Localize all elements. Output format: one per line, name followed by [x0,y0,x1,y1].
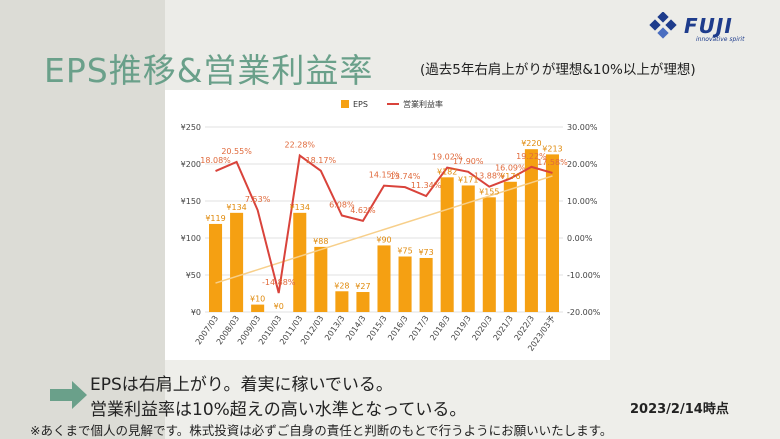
margin-data-label: 20.55% [221,147,252,156]
logo-diamond-icon [649,11,677,39]
eps-bar [293,212,307,312]
eps-bar [335,291,349,312]
x-tick-label: 2017/3 [407,314,431,342]
margin-data-label: 7.53% [245,195,271,204]
y-right-tick-label: -20.00% [567,308,601,317]
y-left-tick-label: ¥0 [191,308,201,317]
eps-bar [482,197,496,312]
arrow-right-icon [50,381,87,409]
margin-data-label: 17.90% [453,157,484,166]
note-margin: 営業利益率は10%超えの高い水準となっている。 [90,400,467,420]
x-tick-label: 2014/3 [344,314,368,342]
disclaimer: ※あくまで個人の見解です。株式投資は必ずご自身の責任と判断のもとで行うようにお願… [30,423,613,438]
y-left-tick-label: ¥200 [181,160,201,169]
eps-data-label: ¥134 [290,203,310,212]
eps-data-label: ¥182 [437,167,457,176]
slide-title: EPS推移&営業利益率 [44,51,374,90]
background-top-band [165,0,780,100]
margin-line [215,153,553,294]
eps-data-label: ¥88 [313,237,328,246]
background-left-block [0,0,165,439]
as-of-date: 2023/2/14時点 [630,402,729,417]
y-left-tick-label: ¥150 [181,197,201,206]
x-tick-label: 2018/3 [428,314,452,342]
x-tick-label: 2020/3 [470,314,494,342]
note-eps: EPSは右肩上がり。着実に稼いでいる。 [90,375,393,395]
margin-data-label: -14.88% [262,278,296,287]
margin-data-label: 11.34% [411,181,442,190]
margin-data-label: 14.15% [369,171,400,180]
fuji-logo: FUJI innovative spirit [646,11,756,46]
chart-svg: ¥0 ¥50 ¥100 ¥150 ¥200 ¥250 -20.00% -10.00% 0.00%… [181,99,601,353]
y-right-tick-label: 20.00% [567,160,598,169]
eps-data-label: ¥220 [521,139,541,148]
legend-margin-label: 営業利益率 [403,99,443,109]
eps-bar [545,154,559,312]
logo-wordmark: FUJI [684,14,733,38]
y-left-tick-label: ¥50 [186,271,201,280]
eps-bar [251,304,265,312]
y-left-tick-label: ¥250 [181,123,201,132]
margin-data-label: 19.22% [516,152,547,161]
x-tick-label: 2015/3 [365,314,389,342]
eps-bar [524,149,538,312]
eps-bar [398,256,412,312]
margin-data-label: 16.09% [495,163,526,172]
eps-data-label: ¥28 [334,281,349,290]
y-right-tick-label: 10.00% [567,197,598,206]
x-tick-label: 2019/3 [449,314,473,342]
logo-tagline: innovative spirit [696,36,745,43]
margin-data-label: 4.62% [350,206,376,215]
y-right-tick-label: 30.00% [567,123,598,132]
legend-eps-label: EPS [353,100,368,109]
eps-bar [209,223,223,312]
eps-bar [230,212,244,312]
x-tick-label: 2021/3 [491,314,515,342]
y-right-tick-label: -10.00% [567,271,601,280]
slide-subtitle: (過去5年右肩上がりが理想&10%以上が理想) [420,62,696,78]
eps-bar [419,257,433,312]
eps-bar [440,177,454,312]
margin-data-label: 19.02% [432,153,463,162]
eps-margin-chart: ¥0 ¥50 ¥100 ¥150 ¥200 ¥250 -20.00% -10.00% 0.00%… [165,90,610,360]
eps-data-label: ¥10 [250,295,265,304]
eps-bar [461,185,475,312]
eps-bar [377,245,391,312]
eps-data-label: ¥155 [479,187,499,196]
eps-bar [314,246,328,312]
eps-bar [503,181,517,312]
eps-data-label: ¥90 [376,235,391,244]
eps-bar [356,292,370,312]
margin-data-label: 22.28% [285,141,316,150]
eps-data-label: ¥119 [205,214,225,223]
x-tick-label: 2016/3 [386,314,410,342]
margin-data-label: 6.08% [329,201,355,210]
y-right-tick-label: 0.00% [567,234,593,243]
margin-data-label: 13.74% [390,172,421,181]
eps-data-label: ¥134 [226,203,246,212]
margin-data-label: 13.88% [474,172,505,181]
eps-data-label: ¥213 [542,144,562,153]
margin-data-label: 18.17% [306,156,337,165]
eps-data-label: ¥73 [418,248,433,257]
eps-data-label: ¥27 [355,282,370,291]
eps-data-label: ¥0 [274,302,284,311]
eps-data-label: ¥176 [500,172,520,181]
x-tick-label: 2013/3 [323,314,347,342]
y-left-tick-label: ¥100 [181,234,201,243]
margin-data-label: 17.58% [537,158,568,167]
eps-data-label: ¥75 [397,247,412,256]
legend-eps-swatch [341,100,349,108]
margin-data-label: 18.08% [200,156,231,165]
eps-data-label: ¥171 [458,175,478,184]
